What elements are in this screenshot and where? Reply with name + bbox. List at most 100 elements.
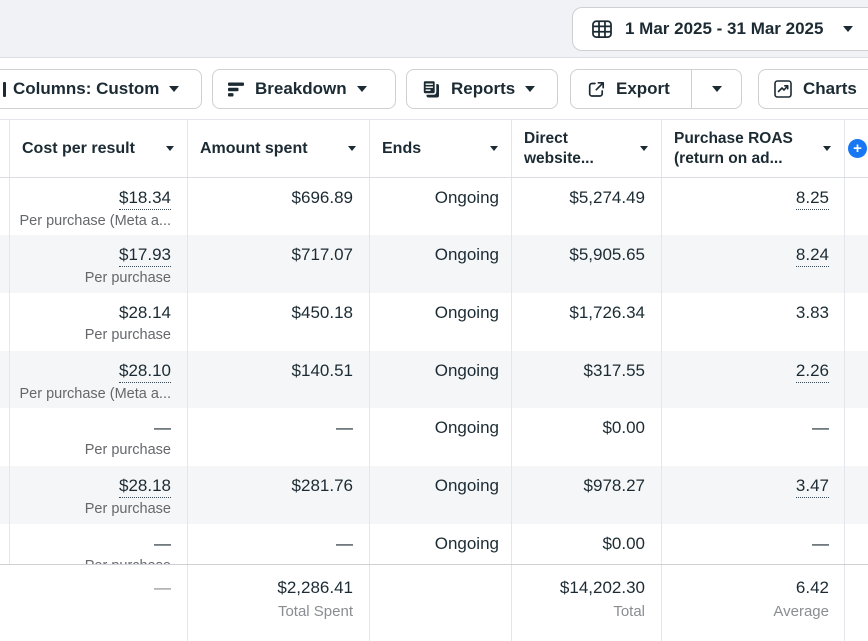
column-header-amount-spent[interactable]: Amount spent [188,120,370,177]
cost-note: Per purchase [84,270,171,286]
campaigns-table: Cost per result Amount spent Ends Direct… [0,120,868,641]
empty-cell [845,351,868,408]
direct-website-cell: $5,905.65 [512,235,662,293]
column-header-cost-per-result[interactable]: Cost per result [10,120,188,177]
cost-note: Per purchase [84,501,171,517]
empty-cell [845,293,868,351]
cost-per-result-cell: $28.14 Per purchase [10,293,188,351]
table-row: $28.10 Per purchase (Meta a... $140.51 O… [0,351,868,408]
charts-button[interactable]: Charts [758,69,868,109]
date-range-button[interactable]: 1 Mar 2025 - 31 Mar 2025 [572,7,868,51]
amount-value: — [336,534,353,553]
column-header-label: Ends [382,139,422,157]
export-split-button: Export [570,69,742,109]
direct-website-cell: $5,274.49 [512,178,662,235]
columns-button[interactable]: Columns: Custom [0,69,202,109]
column-header-ends[interactable]: Ends [370,120,512,177]
sort-caret-icon[interactable] [348,146,356,151]
ends-cell: Ongoing [370,351,512,408]
cost-note: Per purchase [85,557,171,564]
charts-button-label: Charts [803,79,857,98]
cost-per-result-cell: $28.10 Per purchase (Meta a... [10,351,188,408]
empty-cell [845,524,868,564]
chevron-down-icon [525,86,536,92]
sort-caret-icon[interactable] [640,146,648,151]
roas-value[interactable]: 8.24 [795,244,829,267]
direct-website-cell: $0.00 [512,524,662,564]
ends-cell: Ongoing [370,408,512,466]
reports-button[interactable]: Reports [406,69,558,109]
table-row: $17.93 Per purchase $717.07 Ongoing $5,9… [0,235,868,293]
direct-value: $0.00 [602,534,645,553]
ends-cell: Ongoing [370,235,512,293]
export-button[interactable]: Export [571,70,691,108]
direct-website-cell: $0.00 [512,408,662,466]
add-column-icon[interactable]: + [848,139,867,158]
amount-spent-cell: $717.07 [188,235,370,293]
cost-value[interactable]: $28.18 [119,475,171,498]
sort-caret-icon[interactable] [490,146,498,151]
roas-value[interactable]: 8.25 [795,187,829,210]
roas-value: — [812,534,829,553]
reports-icon [421,79,441,99]
cost-value: — [154,418,171,437]
sort-caret-icon[interactable] [166,146,174,151]
table-row: — Per purchase — Ongoing $0.00 — [0,408,868,466]
add-column-header: + [845,120,868,177]
row-sliver [0,235,10,293]
amount-value: $696.89 [291,188,353,207]
calendar-icon [591,18,613,40]
amount-spent-cell: — [188,408,370,466]
cost-per-result-cell: $18.34 Per purchase (Meta a... [10,178,188,235]
amount-spent-cell: $140.51 [188,351,370,408]
amount-value: — [336,418,353,437]
chevron-down-icon [843,26,854,32]
table-row: $28.14 Per purchase $450.18 Ongoing $1,7… [0,293,868,351]
sort-caret-icon[interactable] [823,146,831,151]
row-sliver [0,524,10,564]
cost-per-result-cell: $28.18 Per purchase [10,466,188,524]
header-sliver [0,120,10,177]
direct-total-value: $14,202.30 [559,578,645,597]
column-header-label: Amount spent [200,139,308,157]
cost-value[interactable]: $17.93 [119,244,171,267]
empty-cell [845,408,868,466]
top-strip: 1 Mar 2025 - 31 Mar 2025 [0,0,868,58]
cost-per-result-cell: — Per purchase [10,408,188,466]
column-header-label: Cost per result [22,139,135,157]
column-header-direct-website[interactable]: Direct website... [512,120,662,177]
chevron-down-icon [356,86,367,92]
chevron-down-icon [169,86,180,92]
empty-cell [845,235,868,293]
roas-value[interactable]: 2.26 [795,360,829,383]
export-dropdown-button[interactable] [691,70,741,108]
row-sliver [0,466,10,524]
amount-spent-cell: — [188,524,370,564]
purchase-roas-cell: 3.83 [662,293,845,351]
amount-total-value: $2,286.41 [277,578,353,597]
amount-spent-cell: $281.76 [188,466,370,524]
empty-cell [845,466,868,524]
cost-value[interactable]: $18.34 [119,187,171,210]
purchase-roas-cell: — [662,524,845,564]
ends-cell: Ongoing [370,524,512,564]
breakdown-button[interactable]: Breakdown [212,69,396,109]
direct-value: $978.27 [583,476,645,495]
column-header-purchase-roas[interactable]: Purchase ROAS (return on ad... [662,120,845,177]
cost-note: Per purchase (Meta a... [19,213,171,229]
amount-spent-cell: $696.89 [188,178,370,235]
amount-spent-total-cell: $2,286.41 Total Spent [188,565,370,641]
direct-value: $1,726.34 [569,303,645,322]
amount-total-label: Total Spent [277,603,353,620]
ends-value: Ongoing [434,534,499,553]
date-range-label: 1 Mar 2025 - 31 Mar 2025 [625,19,824,38]
roas-value[interactable]: 3.47 [795,475,829,498]
cost-value[interactable]: $28.10 [119,360,171,383]
ends-value: Ongoing [434,303,499,322]
ends-cell: Ongoing [370,466,512,524]
ends-value: Ongoing [434,476,499,495]
cost-per-result-total-cell: — [10,565,188,641]
cost-note: Per purchase (Meta a... [19,386,171,402]
toolbar: Columns: Custom Breakdown Reports [0,58,868,120]
ends-cell: Ongoing [370,178,512,235]
